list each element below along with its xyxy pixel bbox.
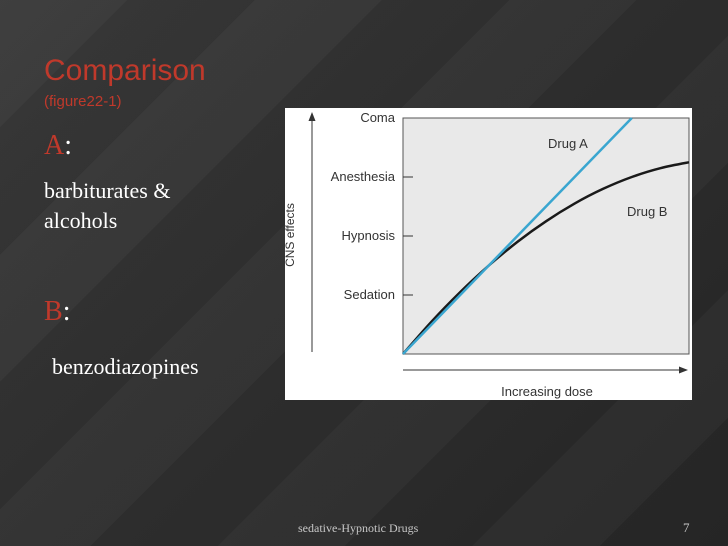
bullet-b-colon: : [62,296,71,327]
drug-a-line [402,117,633,355]
bullet-b-letter: B [44,296,63,327]
page-number: 7 [683,520,690,535]
y-tick-group: Sedation Hypnosis Anesthesia Coma [331,110,413,302]
bullet-a-colon: : [64,130,73,161]
slide-subtitle: (figure22-1) [44,93,122,110]
y-axis-label: CNS effects [285,203,297,267]
drug-b-label: Drug B [627,204,667,219]
footer-text: sedative-Hypnotic Drugs [298,521,419,535]
y-tick-label-anesthesia: Anesthesia [331,169,396,184]
slide-title: Comparison [44,54,206,87]
x-axis-label: Increasing dose [501,384,593,399]
x-axis-arrowhead [679,366,688,374]
bullet-a-heading: A: [44,130,72,162]
y-tick-label-sedation: Sedation [344,287,395,302]
bullet-a-letter: A [44,130,65,161]
bullet-b-heading: B: [44,296,70,328]
drug-b-line [402,161,690,355]
bullet-a-text: barbiturates & alcohols [44,178,171,233]
dose-response-chart: CNS effects Increasing dose Sedation Hypn… [285,110,690,399]
y-tick-label-coma: Coma [360,110,395,125]
drug-a-label: Drug A [548,136,588,151]
dose-response-figure: CNS effects Increasing dose Sedation Hypn… [285,108,692,400]
bullet-b-text: benzodiazopines [52,354,199,379]
plot-area [403,118,689,354]
y-tick-label-hypnosis: Hypnosis [342,228,396,243]
y-axis-arrowhead [308,112,316,121]
